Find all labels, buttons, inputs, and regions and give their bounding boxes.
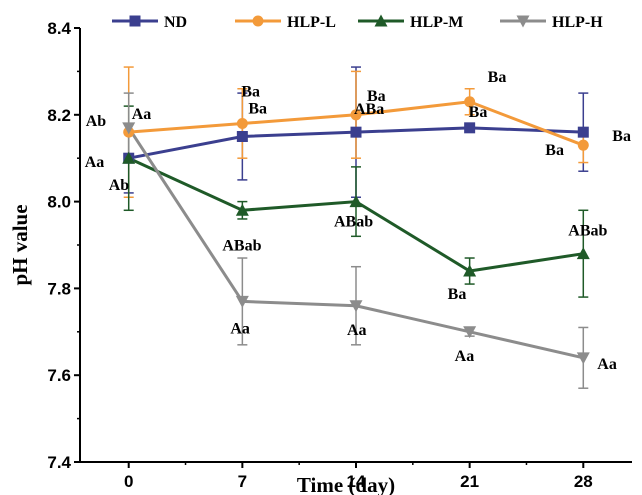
significance-label: Ba	[545, 142, 564, 159]
significance-label: Ba	[241, 84, 260, 101]
marker-triangle-up	[122, 151, 136, 164]
significance-label: Ba	[612, 128, 631, 145]
significance-label: Aa	[347, 322, 367, 339]
y-axis-title: pH value	[8, 204, 32, 285]
marker-circle	[252, 15, 264, 27]
marker-circle	[350, 109, 362, 121]
significance-label: ABab	[334, 214, 373, 231]
axes: 7.4 7.6 7.8 8.0 8.2 8.4 0 7 14 21 28	[47, 19, 632, 491]
significance-label: ABa	[354, 101, 384, 118]
marker-triangle-down	[235, 295, 249, 308]
significance-label: Ba	[248, 100, 267, 117]
y-tick-label: 7.6	[47, 366, 71, 385]
y-tick-label: 8.4	[47, 19, 71, 38]
legend-label: HLP-M	[410, 14, 463, 31]
y-tick-label: 7.4	[47, 453, 71, 472]
marker-circle	[464, 96, 476, 108]
marker-circle	[577, 139, 589, 151]
marker-square	[129, 15, 141, 27]
significance-label: Aa	[455, 348, 475, 365]
significance-label: Ba	[367, 88, 386, 105]
y-tick-label: 8.2	[47, 106, 71, 125]
marker-square	[464, 122, 476, 134]
significance-label: Aa	[85, 154, 105, 171]
marker-square	[236, 131, 248, 142]
x-tick-label: 14	[347, 472, 366, 491]
marker-circle	[236, 117, 248, 129]
significance-label: Ab	[86, 113, 107, 130]
marker-square	[350, 126, 362, 138]
x-tick-label: 28	[574, 472, 593, 491]
marker-triangle-up	[374, 14, 388, 27]
legend-label: ND	[164, 14, 187, 31]
significance-label: Ba	[448, 286, 467, 303]
marker-triangle-up	[235, 203, 249, 216]
y-tick-label: 7.8	[47, 279, 71, 298]
marker-triangle-down	[349, 300, 363, 313]
x-tick-label: 0	[124, 472, 133, 491]
significance-label: ABab	[568, 223, 607, 240]
legend: ND HLP-L HLP-M HLP-H	[112, 14, 603, 31]
y-tick-label: 8.0	[47, 193, 71, 212]
x-tick-label: 21	[460, 472, 479, 491]
marker-triangle-down	[576, 352, 590, 365]
marker-triangle-down	[516, 15, 530, 28]
marker-triangle-down	[463, 326, 477, 339]
significance-label: ABab	[222, 237, 261, 254]
marker-square	[577, 126, 589, 138]
marker-triangle-up	[463, 264, 477, 277]
significance-label: Ba	[469, 104, 488, 121]
marker-triangle-down	[122, 122, 136, 135]
marker-triangle-up	[576, 247, 590, 260]
x-tick-label: 7	[238, 472, 247, 491]
legend-label: HLP-H	[552, 14, 603, 31]
marker-triangle-up	[349, 195, 363, 208]
data-markers	[122, 96, 590, 365]
significance-label: Aa	[230, 320, 250, 337]
x-axis-title: Time (day)	[297, 473, 395, 495]
significance-label: Aa	[597, 356, 617, 373]
significance-label: Ba	[488, 69, 507, 86]
significance-label: Aa	[132, 106, 152, 123]
significance-label: Ab	[109, 177, 130, 194]
legend-label: HLP-L	[287, 14, 336, 31]
